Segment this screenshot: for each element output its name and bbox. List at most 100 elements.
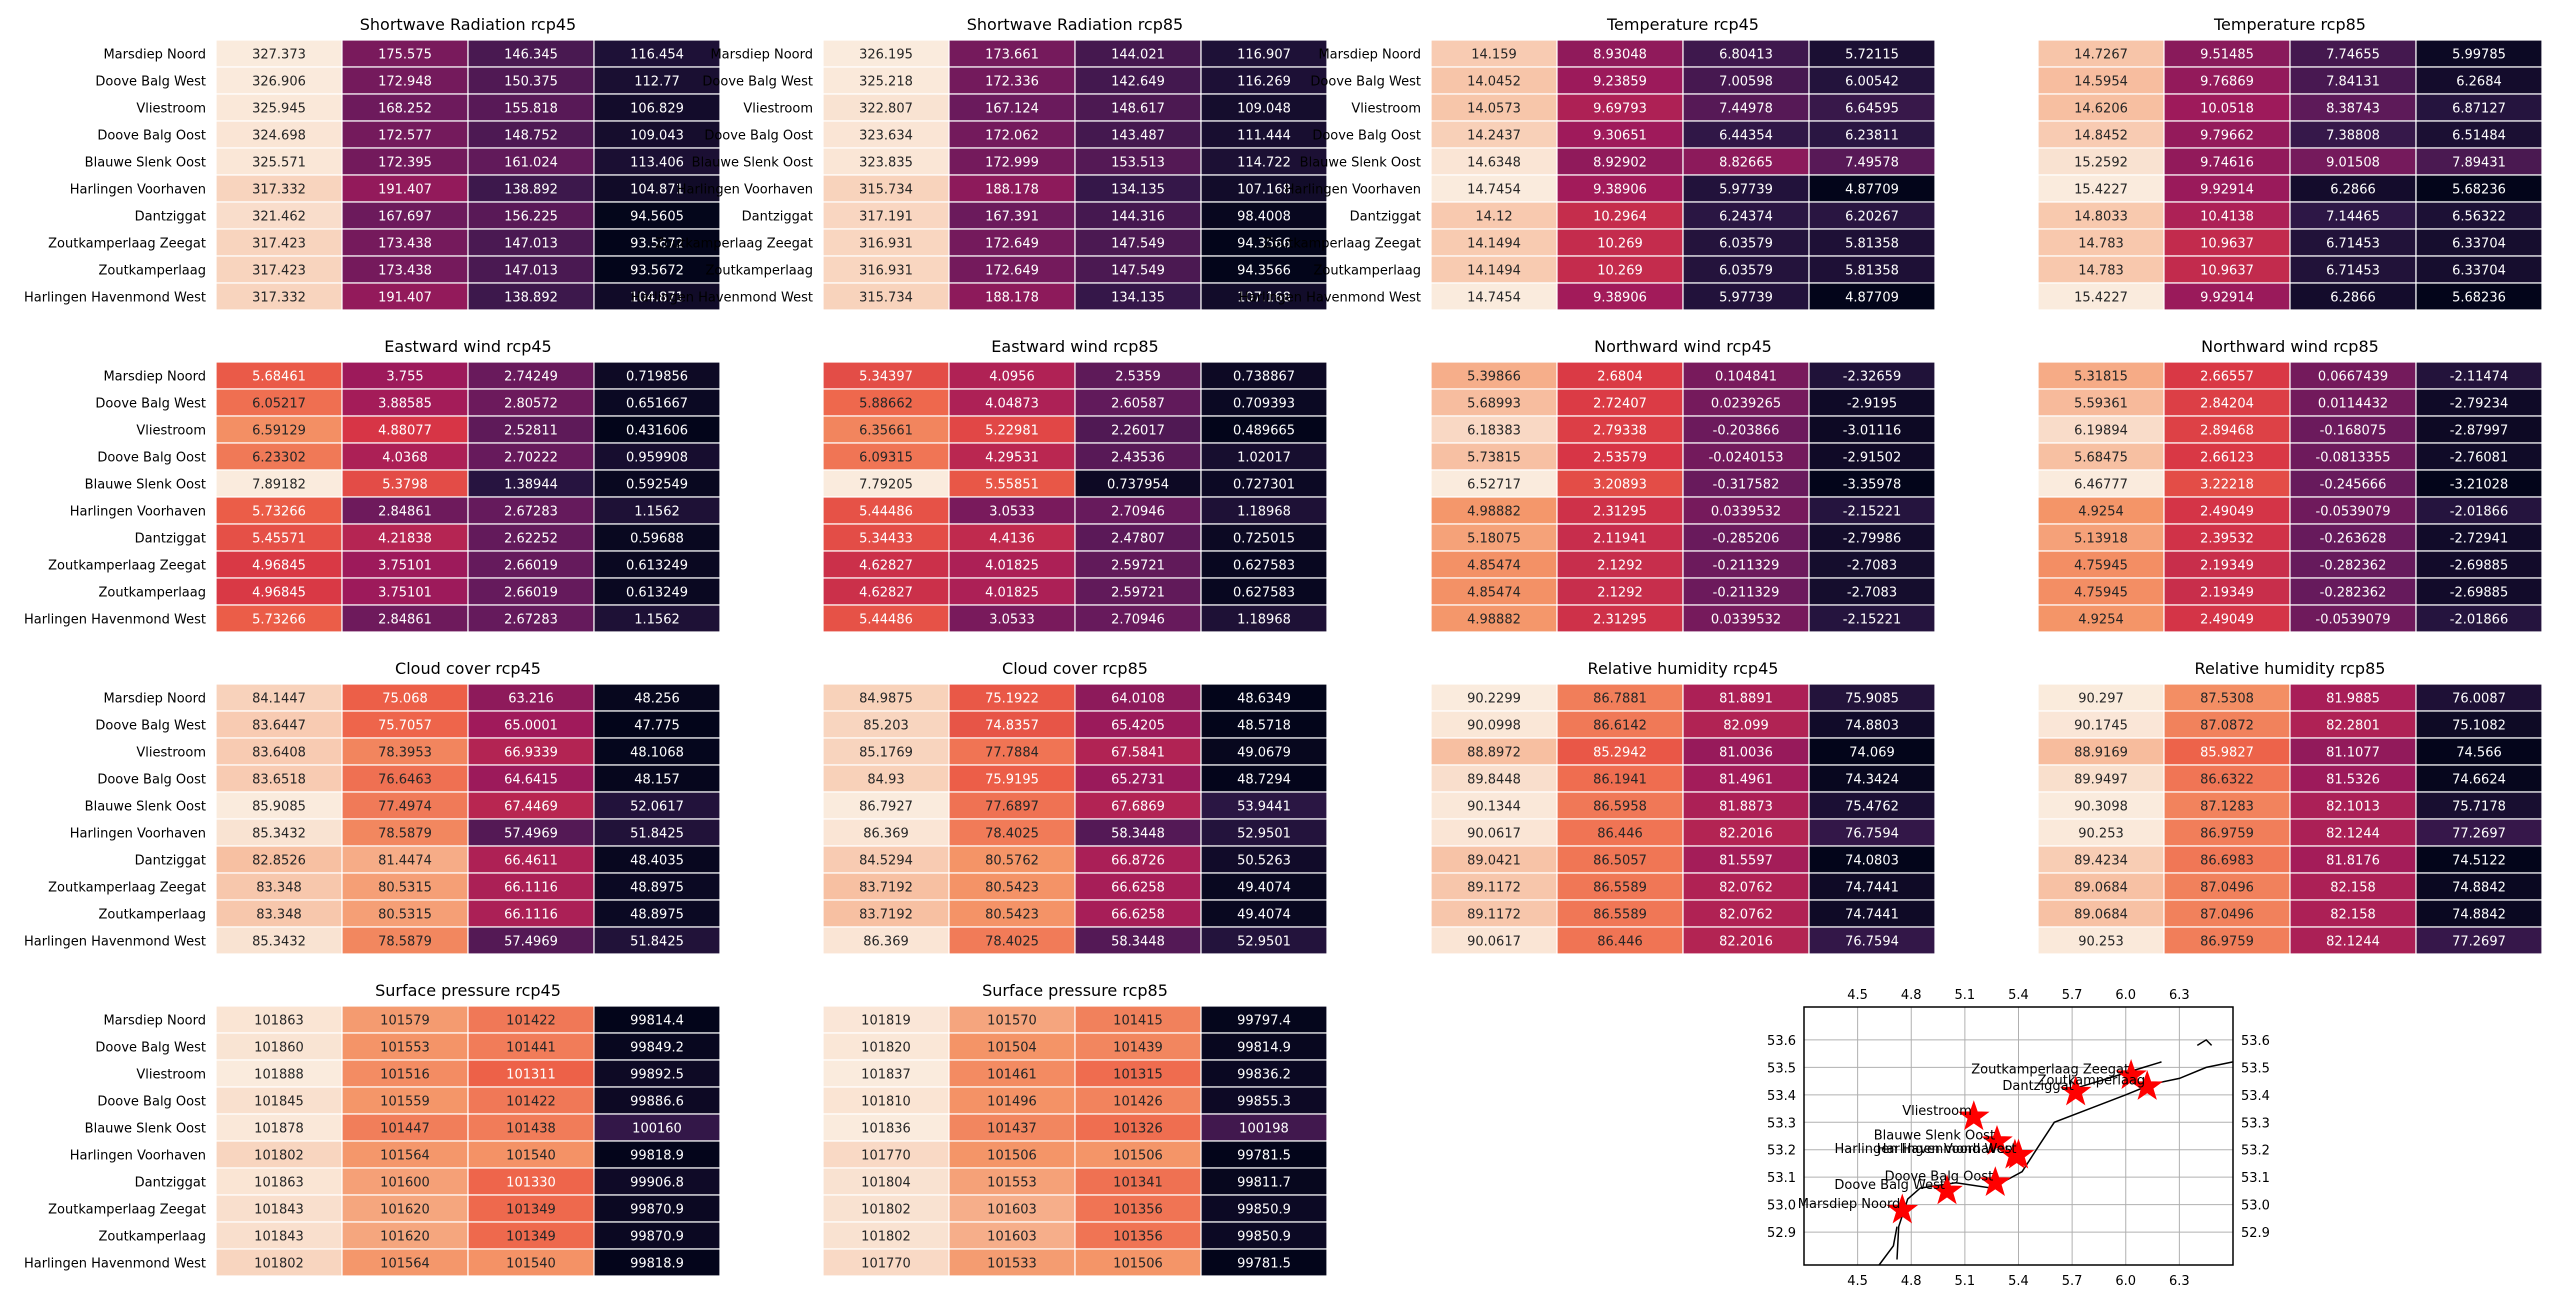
heatmap-cell-value: 99814.4: [630, 1014, 684, 1029]
heatmap-cell-value: 85.1769: [859, 746, 913, 761]
heatmap-panel: Shortwave Radiation rcp85 Marsdiep Noord 3…: [631, 15, 1328, 311]
heatmap-cell-value: -0.263628: [2320, 532, 2387, 547]
heatmap-cell-value: -0.168075: [2320, 424, 2387, 439]
heatmap-cell: [467, 1032, 595, 1061]
heatmap-cell-value: 6.03579: [1719, 264, 1773, 279]
heatmap-cell-value: 101533: [987, 1257, 1037, 1272]
heatmap-cell-value: 7.89182: [252, 478, 306, 493]
heatmap-cell: [948, 1086, 1076, 1115]
heatmap-cell-value: 325.945: [252, 102, 306, 117]
heatmap-cell-value: 5.68461: [252, 370, 306, 385]
map-lat-tick: 53.0: [2241, 1199, 2270, 1214]
heatmap-cell-value: 0.719856: [626, 370, 688, 385]
heatmap-cell: [1430, 818, 1558, 847]
heatmap-cell-value: 82.0762: [1719, 908, 1773, 923]
heatmap-row-label: Harlingen Havenmond West: [24, 935, 206, 950]
heatmap-cell: [822, 710, 950, 739]
heatmap-panel: Cloud cover rcp85 84.9875 75.1922 64.0108 48…: [822, 659, 1328, 955]
heatmap-cell: [2289, 361, 2417, 390]
heatmap-cell: [1682, 764, 1810, 793]
heatmap-cell-value: 8.92902: [1593, 156, 1647, 171]
heatmap-title: Temperature rcp85: [2213, 15, 2366, 34]
heatmap-cell-value: 315.734: [859, 183, 913, 198]
heatmap-cell-value: 4.98882: [1467, 505, 1521, 520]
heatmap-cell: [215, 496, 343, 525]
heatmap-cell: [593, 1059, 721, 1088]
heatmap-cell-value: 48.6349: [1237, 692, 1291, 707]
heatmap-cell-value: 7.00598: [1719, 75, 1773, 90]
heatmap-cell-value: 78.3953: [378, 746, 432, 761]
heatmap-cell-value: 6.46777: [2074, 478, 2128, 493]
heatmap-cell-value: 98.4008: [1237, 210, 1291, 225]
heatmap-cell-value: 107.168: [1237, 291, 1291, 306]
heatmap-cell: [948, 1248, 1076, 1277]
heatmap-cell-value: 317.332: [252, 291, 306, 306]
heatmap-cell-value: 172.395: [378, 156, 432, 171]
heatmap-cell-value: 2.67283: [504, 505, 558, 520]
heatmap-cell-value: -0.282362: [2320, 559, 2387, 574]
heatmap-cell: [1808, 388, 1936, 417]
heatmap-cell-value: 49.4074: [1237, 881, 1291, 896]
heatmap-cell: [2415, 201, 2543, 230]
heatmap-cell-value: -0.0539079: [2316, 505, 2391, 520]
heatmap-cell: [2289, 926, 2417, 955]
heatmap-cell: [2037, 174, 2165, 203]
heatmap-cell: [1200, 1140, 1328, 1169]
heatmap-panel: Relative humidity rcp45 90.2299 86.7881 81.…: [1430, 659, 1936, 955]
station-label: Doove Balg Oost: [1885, 1170, 1994, 1185]
heatmap-cell-value: 101837: [861, 1068, 911, 1083]
heatmap-cell-value: -3.35978: [1843, 478, 1901, 493]
heatmap-cell-value: 50.5263: [1237, 854, 1291, 869]
heatmap-cell-value: 82.2016: [1719, 827, 1773, 842]
heatmap-cell: [1682, 282, 1810, 311]
heatmap-cell: [1430, 845, 1558, 874]
heatmap-cell-value: 191.407: [378, 291, 432, 306]
heatmap-cell-value: 85.9085: [252, 800, 306, 815]
heatmap-cell-value: 2.43536: [1111, 451, 1165, 466]
heatmap-row-label: Dantziggat: [135, 532, 206, 547]
heatmap-cell-value: 325.571: [252, 156, 306, 171]
heatmap-row-label: Doove Balg Oost: [704, 129, 813, 144]
heatmap-cell-value: -0.211329: [1713, 586, 1780, 601]
heatmap-cell: [1200, 550, 1328, 579]
heatmap-cell-value: 2.52811: [504, 424, 558, 439]
heatmap-cell-value: 4.96845: [252, 559, 306, 574]
heatmap-cell: [1808, 201, 1936, 230]
heatmap-cell: [467, 1248, 595, 1277]
heatmap-cell: [822, 415, 950, 444]
heatmap-cell: [822, 845, 950, 874]
heatmap-cell: [341, 496, 469, 525]
heatmap-cell: [1808, 282, 1936, 311]
heatmap-cell-value: 142.649: [1111, 75, 1165, 90]
heatmap-cell: [2415, 93, 2543, 122]
heatmap-cell-value: 101349: [506, 1203, 556, 1218]
heatmap-cell-value: 57.4969: [504, 827, 558, 842]
heatmap-cell-value: 101860: [254, 1041, 304, 1056]
map-lat-tick: 53.3: [2241, 1116, 2270, 1131]
heatmap-cell: [1074, 282, 1202, 311]
heatmap-cell-value: 138.892: [504, 291, 558, 306]
heatmap-cell-value: 4.87709: [1845, 183, 1899, 198]
heatmap-cell-value: 5.81358: [1845, 264, 1899, 279]
heatmap-cell-value: 99811.7: [1237, 1176, 1291, 1191]
heatmap-cell: [1200, 66, 1328, 95]
heatmap-cell: [1682, 604, 1810, 633]
map-lat-tick: 52.9: [1767, 1226, 1796, 1241]
heatmap-cell: [341, 737, 469, 766]
heatmap-cell-value: 6.71453: [2326, 264, 2380, 279]
heatmap-cell-value: 101437: [987, 1122, 1037, 1137]
heatmap-cell-value: 76.6463: [378, 773, 432, 788]
heatmap-cell-value: 101496: [987, 1095, 1037, 1110]
heatmap-cell: [215, 523, 343, 552]
heatmap-row-label: Vliestroom: [136, 424, 206, 439]
heatmap-cell: [467, 255, 595, 284]
heatmap-cell-value: 101506: [1113, 1257, 1163, 1272]
heatmap-cell-value: 172.062: [985, 129, 1039, 144]
heatmap-cell-value: 89.0684: [2074, 908, 2128, 923]
heatmap-cell-value: 74.6624: [2452, 773, 2506, 788]
station-map: 4.5 4.5 4.8 4.8 5.1 5.1 5.4 5.4 5.7 5.7 6.0 6.0 6.3 6…: [1767, 988, 2270, 1289]
heatmap-cell: [2289, 523, 2417, 552]
heatmap-cell: [948, 550, 1076, 579]
heatmap-row-label: Vliestroom: [136, 102, 206, 117]
heatmap-cell: [948, 577, 1076, 606]
